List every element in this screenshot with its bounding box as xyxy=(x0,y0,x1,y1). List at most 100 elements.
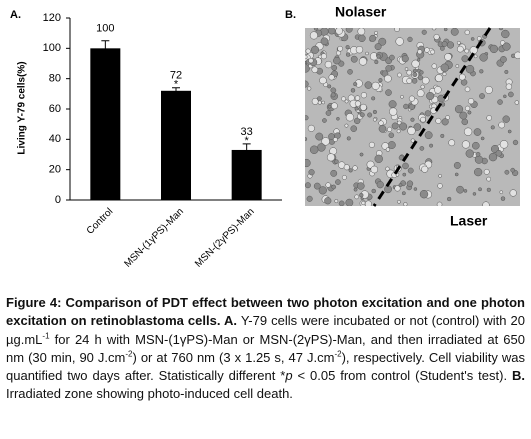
cell xyxy=(424,131,433,140)
cell xyxy=(355,45,364,54)
cell xyxy=(368,141,375,148)
cell xyxy=(512,139,519,146)
cell xyxy=(336,116,340,121)
cell xyxy=(419,189,429,199)
cell xyxy=(437,94,446,103)
cell xyxy=(331,64,338,71)
cell xyxy=(385,89,392,96)
cell xyxy=(420,84,425,89)
y-tick-label: 20 xyxy=(49,164,61,176)
cell xyxy=(371,96,376,101)
cell xyxy=(353,187,358,192)
cell xyxy=(396,129,401,134)
cell xyxy=(367,112,373,118)
cell xyxy=(338,200,345,206)
cell xyxy=(440,133,445,138)
cell xyxy=(357,182,365,190)
cell xyxy=(365,51,369,56)
cell xyxy=(446,41,455,49)
cell xyxy=(374,43,382,51)
caption-text: -2 xyxy=(125,349,133,359)
cell xyxy=(421,76,430,85)
cell xyxy=(472,192,477,196)
cell xyxy=(378,78,383,83)
cell xyxy=(510,167,516,173)
cell xyxy=(376,54,381,59)
cell xyxy=(398,183,403,187)
cell xyxy=(402,172,407,177)
cell xyxy=(479,53,488,62)
cell xyxy=(406,78,413,84)
cell xyxy=(354,100,361,107)
cell xyxy=(417,49,423,55)
cell xyxy=(359,152,364,157)
cell xyxy=(309,145,319,154)
cell xyxy=(475,151,481,157)
cell xyxy=(305,182,311,189)
cell xyxy=(361,200,366,206)
cell xyxy=(327,84,332,89)
cell xyxy=(369,34,377,42)
cell xyxy=(347,69,353,75)
cell xyxy=(307,124,315,132)
cell xyxy=(456,40,461,45)
cell xyxy=(384,74,392,83)
cell xyxy=(473,54,478,59)
cell xyxy=(394,28,400,32)
cell xyxy=(360,92,367,99)
cell xyxy=(406,180,414,187)
y-tick-label: 0 xyxy=(55,194,61,206)
cell xyxy=(322,118,327,123)
cell xyxy=(313,28,318,31)
image-label: Nolaser xyxy=(335,4,387,20)
cell xyxy=(353,82,358,87)
cell xyxy=(464,86,471,93)
caption-text: p xyxy=(285,368,293,384)
cell xyxy=(499,190,504,194)
cell xyxy=(465,105,471,111)
cell xyxy=(459,111,468,120)
cell xyxy=(458,73,466,81)
image-label: Laser xyxy=(450,213,488,229)
cell xyxy=(456,185,464,194)
cell xyxy=(332,137,338,142)
cell xyxy=(354,95,361,101)
cell xyxy=(424,110,431,117)
cell xyxy=(514,100,520,105)
cell xyxy=(308,58,314,64)
cell xyxy=(359,103,367,111)
cell xyxy=(443,28,448,32)
cell xyxy=(401,191,406,196)
cell xyxy=(344,99,349,104)
cell xyxy=(504,69,509,74)
cell xyxy=(419,70,424,75)
cell xyxy=(335,28,343,35)
cell xyxy=(324,60,333,69)
cell xyxy=(421,29,427,35)
cell xyxy=(407,126,416,136)
cell xyxy=(434,74,443,83)
cell xyxy=(412,69,417,73)
caption: Figure 4: Comparison of PDT effect betwe… xyxy=(6,294,525,404)
cell xyxy=(478,187,482,192)
cell xyxy=(406,69,412,76)
divider-line xyxy=(372,27,492,207)
cell xyxy=(321,137,330,146)
cell xyxy=(330,169,338,177)
caption-text: A. xyxy=(220,313,238,329)
cell xyxy=(345,28,353,33)
caption-text: ), respectively. Cell viability was quan… xyxy=(6,349,525,384)
cell xyxy=(388,132,395,139)
cell xyxy=(501,29,510,39)
cell xyxy=(438,174,442,178)
cell xyxy=(324,197,332,205)
cell xyxy=(328,74,335,81)
cell xyxy=(490,125,495,130)
cell xyxy=(467,110,472,115)
cell xyxy=(316,96,322,102)
cell xyxy=(431,28,437,31)
cell xyxy=(464,29,470,36)
cell xyxy=(305,54,308,60)
cell xyxy=(385,147,391,152)
